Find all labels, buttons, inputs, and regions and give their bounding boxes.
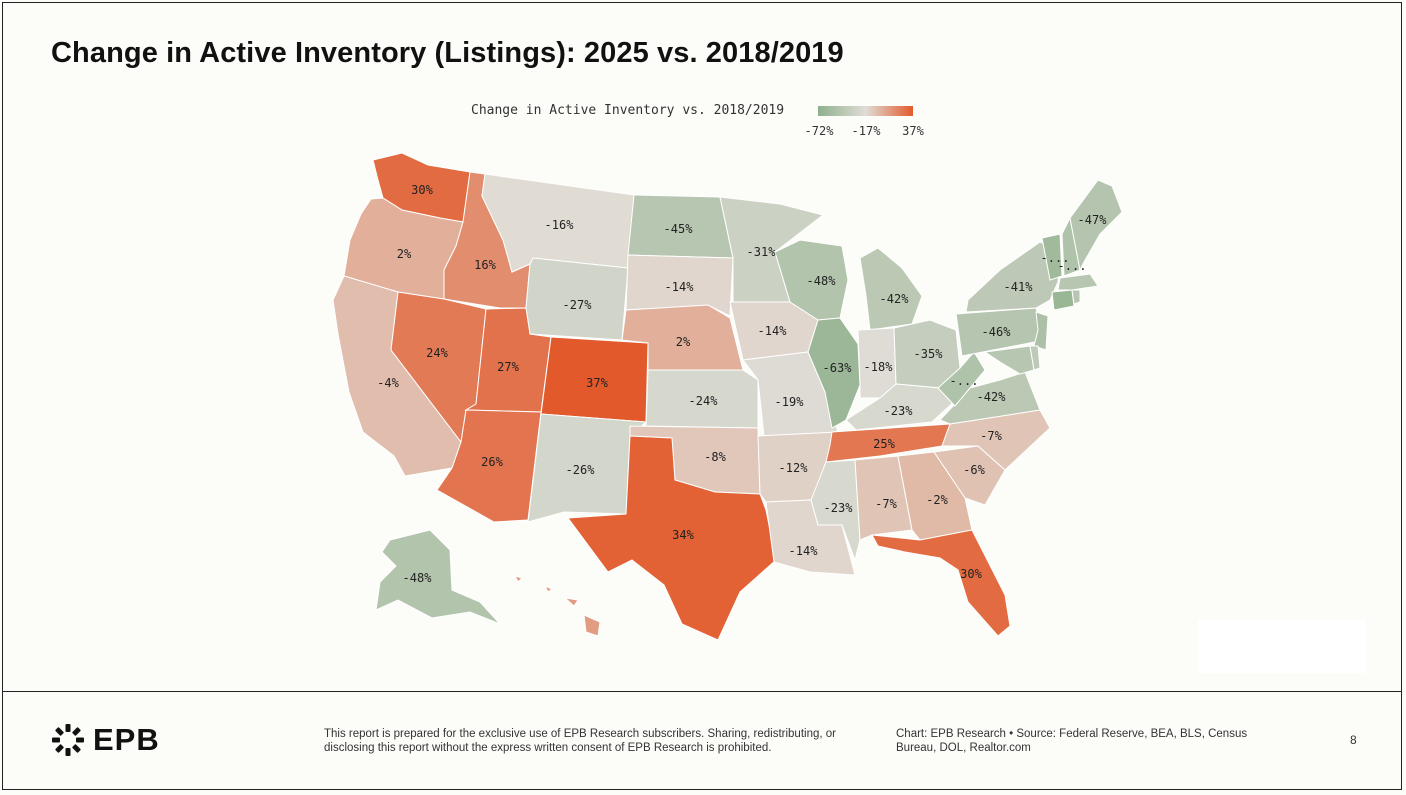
- legend-title: Change in Active Inventory vs. 2018/2019: [471, 103, 785, 118]
- state-label-ky: -23%: [884, 404, 914, 418]
- state-label-mn: -31%: [747, 245, 777, 259]
- state-label-oh: -35%: [914, 347, 944, 361]
- state-wv: [937, 351, 986, 407]
- state-ny: [965, 241, 1063, 313]
- state-sc: [933, 445, 1006, 506]
- state-label-la: -14%: [789, 544, 819, 558]
- state-label-wy: -27%: [563, 298, 593, 312]
- state-de: [1029, 345, 1041, 371]
- state-tx: [567, 435, 777, 641]
- blank-panel: [1198, 620, 1366, 673]
- legend-mid-label: -17%: [851, 124, 881, 138]
- state-mi: [859, 247, 923, 331]
- state-label-or: 2%: [397, 247, 412, 261]
- legend-min-label: -72%: [804, 124, 834, 138]
- us-choropleth-map: 30% 2% -4% 16% 24% -16% -27% 27% 26% 37% -26% -45% -…: [332, 152, 1123, 641]
- state-fl: [871, 529, 1011, 637]
- epb-logo: EPB: [51, 722, 160, 757]
- legend-color-bar: [818, 106, 913, 116]
- epb-logo-mark-icon: [52, 724, 84, 756]
- state-label-il: -63%: [823, 361, 853, 375]
- state-label-ia: -14%: [758, 324, 788, 338]
- state-label-mt: -16%: [545, 218, 575, 232]
- disclaimer-text: This report is prepared for the exclusiv…: [324, 728, 836, 754]
- state-label-sd: -14%: [665, 280, 695, 294]
- state-wi: [774, 239, 849, 321]
- state-ri: [1071, 289, 1081, 305]
- state-label-wv: -...: [950, 374, 979, 388]
- state-label-nc: -7%: [980, 429, 1002, 443]
- slide-title: Change in Active Inventory (Listings): 2…: [51, 37, 844, 69]
- state-me: [1069, 179, 1123, 272]
- footer-divider: [3, 691, 1401, 692]
- state-label-ny: -41%: [1004, 280, 1034, 294]
- state-vt: [1041, 233, 1063, 281]
- state-label-az: 26%: [481, 455, 503, 469]
- state-label-ak: -48%: [403, 571, 433, 585]
- state-sd: [625, 254, 734, 317]
- state-label-ca: -4%: [377, 376, 399, 390]
- state-label-vt: -...: [1041, 251, 1070, 265]
- state-label-co: 37%: [586, 376, 608, 390]
- state-label-va: -42%: [977, 390, 1007, 404]
- state-label-id: 16%: [474, 258, 496, 272]
- state-nj: [1033, 311, 1049, 351]
- state-label-nd: -45%: [664, 222, 694, 236]
- state-label-nh: -...: [1058, 259, 1087, 273]
- state-label-nv: 24%: [426, 346, 448, 360]
- state-label-tx: 34%: [672, 528, 694, 542]
- state-label-ne: 2%: [676, 335, 691, 349]
- state-label-fl: 30%: [960, 567, 982, 581]
- state-label-ok: -8%: [704, 450, 726, 464]
- state-ak: [375, 529, 501, 625]
- source-text: Chart: EPB Research • Source: Federal Re…: [896, 728, 1248, 754]
- legend-max-label: 37%: [902, 124, 924, 138]
- state-label-wa: 30%: [411, 183, 433, 197]
- state-label-pa: -46%: [982, 325, 1012, 339]
- logo-text: EPB: [93, 722, 160, 757]
- state-label-nm: -26%: [566, 463, 596, 477]
- state-label-ga: -2%: [926, 493, 948, 507]
- state-label-tn: 25%: [873, 437, 895, 451]
- state-label-mi: -42%: [880, 292, 910, 306]
- state-label-in: -18%: [864, 360, 894, 374]
- state-label-al: -7%: [875, 497, 897, 511]
- state-md: [983, 345, 1035, 375]
- state-label-sc: -6%: [963, 463, 985, 477]
- state-label-me: -47%: [1078, 213, 1108, 227]
- state-label-ms: -23%: [824, 501, 854, 515]
- state-label-wi: -48%: [807, 274, 837, 288]
- state-label-mo: -19%: [775, 395, 805, 409]
- state-label-ut: 27%: [497, 360, 519, 374]
- state-al: [854, 455, 913, 541]
- state-ct: [1051, 289, 1075, 311]
- state-label-ar: -12%: [779, 461, 809, 475]
- state-ks: [645, 369, 759, 429]
- page-number: 8: [1350, 733, 1357, 747]
- state-hi: [514, 575, 601, 637]
- state-ma: [1057, 273, 1099, 291]
- state-label-ks: -24%: [689, 394, 719, 408]
